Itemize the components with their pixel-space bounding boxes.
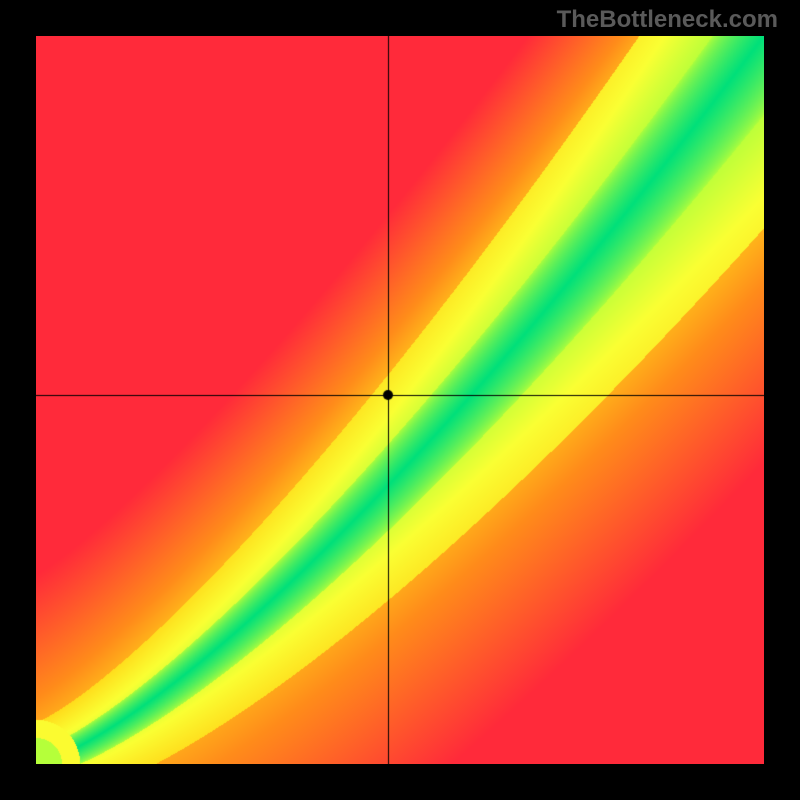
crosshair-overlay [36, 36, 764, 764]
heatmap-plot [36, 36, 764, 764]
watermark-text: TheBottleneck.com [557, 6, 778, 34]
